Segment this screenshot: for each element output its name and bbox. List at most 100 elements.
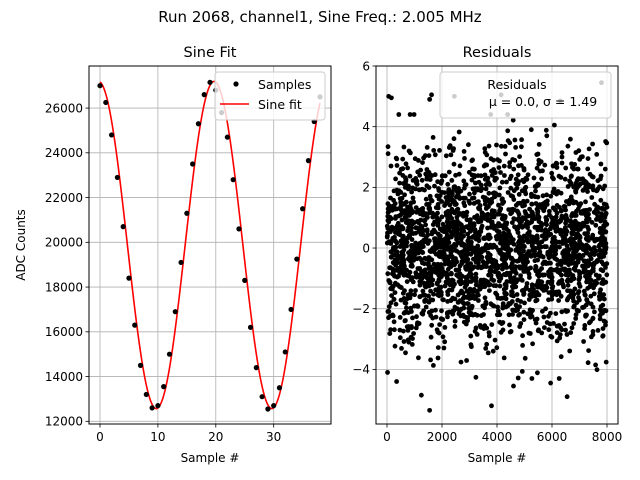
residual-point xyxy=(497,208,503,214)
residual-point xyxy=(586,348,591,353)
residuals-y-tick-label: −4 xyxy=(352,363,370,377)
residual-point xyxy=(559,208,565,213)
residual-point xyxy=(406,225,411,231)
residual-point xyxy=(430,245,436,251)
residual-outlier-point xyxy=(489,403,494,409)
residual-point xyxy=(443,153,449,159)
sine-fit-y-tick-label: 24000 xyxy=(45,146,83,160)
residual-point xyxy=(468,251,474,257)
sample-point xyxy=(132,322,138,328)
residual-point xyxy=(585,189,590,195)
residual-point xyxy=(491,242,497,248)
residual-point xyxy=(428,334,434,340)
residual-point xyxy=(602,219,608,225)
residual-point xyxy=(504,270,510,276)
residual-point xyxy=(585,166,591,172)
residual-point xyxy=(431,291,436,297)
residual-point xyxy=(560,250,566,255)
residual-point xyxy=(573,213,579,218)
residual-point xyxy=(540,308,545,314)
residual-point xyxy=(448,270,454,276)
residuals-y-tick-label: 2 xyxy=(362,181,370,195)
residual-point xyxy=(410,315,415,321)
residuals-y-tick-label: 4 xyxy=(362,120,370,134)
residuals-y-tick-label: 6 xyxy=(362,59,370,73)
residual-point xyxy=(568,218,573,224)
residual-point xyxy=(585,156,591,162)
residual-point xyxy=(501,262,506,268)
residual-point xyxy=(432,172,438,178)
residual-point xyxy=(419,228,425,234)
residual-point xyxy=(399,243,405,249)
residual-point xyxy=(493,259,499,264)
residual-point xyxy=(590,304,596,310)
residual-point xyxy=(488,242,493,248)
residual-point xyxy=(527,275,532,280)
residual-point xyxy=(566,252,571,258)
sample-point xyxy=(172,309,178,315)
residual-point xyxy=(510,117,516,123)
residual-point xyxy=(535,215,540,221)
residual-point xyxy=(498,329,504,335)
sample-point xyxy=(224,134,230,140)
residual-point xyxy=(486,190,492,196)
residual-point xyxy=(462,211,467,216)
residual-outlier-point xyxy=(429,92,434,98)
residual-point xyxy=(442,237,447,243)
residual-point xyxy=(428,357,433,363)
residual-point xyxy=(465,224,470,230)
residual-point xyxy=(506,301,512,306)
residual-point xyxy=(595,328,601,333)
sine-fit-x-tick-label: 10 xyxy=(150,430,165,444)
residual-point xyxy=(536,327,541,333)
residual-point xyxy=(536,243,542,248)
residual-point xyxy=(603,139,608,144)
residual-point xyxy=(451,136,457,142)
residual-point xyxy=(448,246,453,251)
residual-point xyxy=(457,163,463,169)
residual-point xyxy=(439,317,445,322)
residual-point xyxy=(447,213,453,219)
residual-point xyxy=(533,264,539,269)
residual-point xyxy=(533,188,538,194)
residual-outlier-point xyxy=(418,392,424,398)
residual-point xyxy=(561,234,567,240)
residual-point xyxy=(403,350,408,356)
sample-point xyxy=(288,306,294,313)
residual-point xyxy=(456,274,461,279)
residual-point xyxy=(411,331,416,336)
residual-point xyxy=(547,260,552,266)
residual-point xyxy=(475,187,480,193)
residual-point xyxy=(402,300,408,306)
residual-point xyxy=(404,309,409,315)
residual-point xyxy=(409,324,414,329)
residual-point xyxy=(397,196,403,202)
residual-point xyxy=(480,259,486,265)
residual-point xyxy=(597,247,603,253)
residuals-y-tick-label: 0 xyxy=(362,241,370,255)
residual-point xyxy=(482,146,488,152)
residual-point xyxy=(589,220,595,225)
residual-point xyxy=(440,226,445,232)
residual-point xyxy=(535,370,540,376)
sine-fit-ylabel: ADC Counts xyxy=(14,209,28,281)
sample-point xyxy=(143,391,149,398)
residual-point xyxy=(495,308,501,314)
residual-point xyxy=(506,207,512,213)
sample-point xyxy=(201,92,207,98)
residual-point xyxy=(435,220,441,226)
residual-point xyxy=(490,348,496,354)
residual-point xyxy=(456,250,462,256)
residual-point xyxy=(472,190,477,196)
residual-point xyxy=(534,165,540,171)
residual-point xyxy=(539,239,545,245)
residual-point xyxy=(442,203,447,209)
residual-point xyxy=(603,211,609,216)
residual-point xyxy=(423,171,429,177)
sine-fit-grid xyxy=(89,66,331,424)
residual-outlier-point xyxy=(427,96,433,102)
residual-point xyxy=(477,203,483,208)
residual-point xyxy=(482,195,488,201)
residual-point xyxy=(481,277,487,283)
residual-point xyxy=(398,201,404,206)
